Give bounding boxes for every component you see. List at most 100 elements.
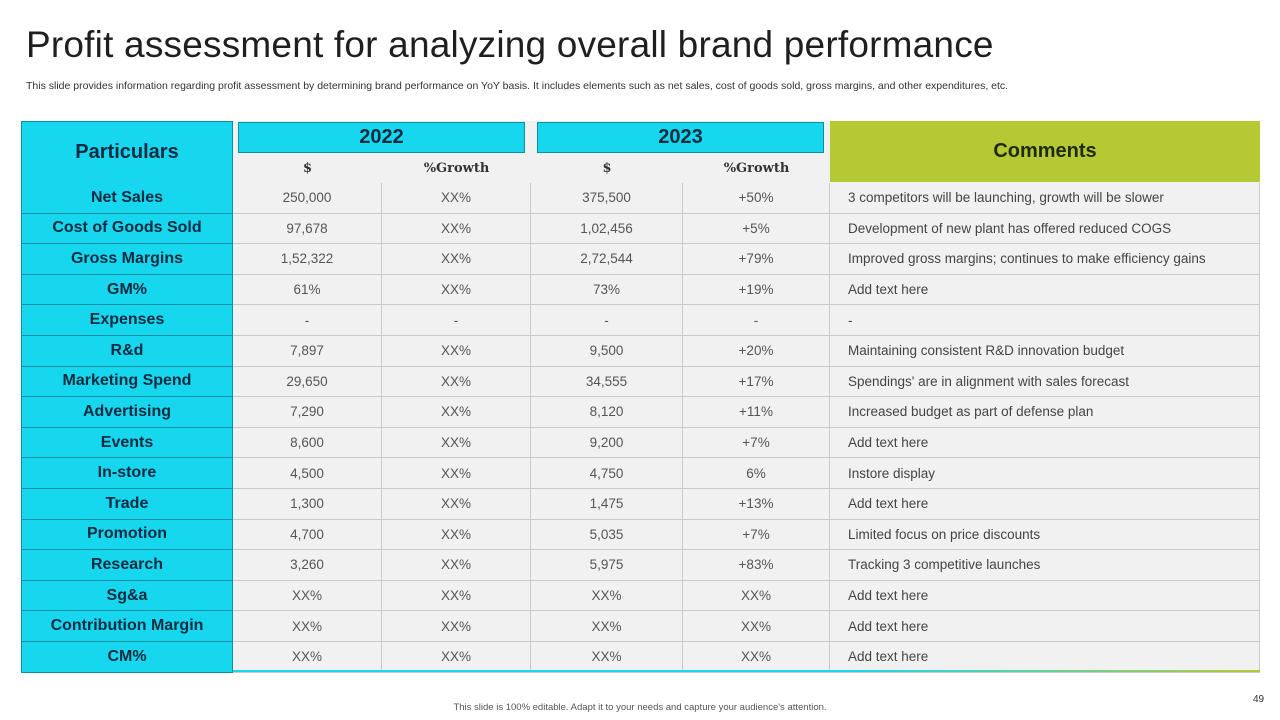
cell-2022-value: -	[233, 305, 382, 336]
cell-2022-growth: XX%	[382, 335, 531, 367]
cell-2023-value: 34,555	[531, 366, 683, 398]
cell-2022-value: 7,290	[233, 397, 382, 428]
cell-2023-growth: +13%	[683, 488, 830, 520]
cell-2023-value: 4,750	[531, 458, 683, 489]
cell-2023-growth: -	[683, 305, 830, 336]
cell-2023-growth: XX%	[683, 611, 830, 642]
table-row: Cost of Goods Sold 97,678 XX% 1,02,456 +5% De…	[21, 213, 1260, 245]
cell-2022-growth: XX%	[382, 183, 531, 214]
row-label: Cost of Goods Sold	[21, 213, 233, 245]
row-label: Advertising	[21, 397, 233, 428]
slide-title: Profit assessment for analyzing overall …	[26, 24, 994, 65]
cell-2022-growth: XX%	[382, 397, 531, 428]
row-label: Trade	[21, 488, 233, 520]
cell-2023-value: 2,72,544	[531, 244, 683, 275]
row-label: Events	[21, 427, 233, 459]
cell-2023-growth: +79%	[683, 244, 830, 275]
row-label: Net Sales	[21, 183, 233, 214]
cell-2023-growth: +7%	[683, 427, 830, 459]
cell-2023-growth: +7%	[683, 519, 830, 551]
cell-2023-value: 375,500	[531, 183, 683, 214]
table-row: Net Sales 250,000 XX% 375,500 +50% 3 competit…	[21, 183, 1260, 214]
cell-comment: Add text here	[830, 274, 1260, 306]
cell-2022-growth: XX%	[382, 458, 531, 489]
cell-2023-value: 1,02,456	[531, 213, 683, 245]
table-row: In-store 4,500 XX% 4,750 6% Instore display	[21, 458, 1260, 489]
cell-2023-value: 9,500	[531, 335, 683, 367]
table-row: R&d 7,897 XX% 9,500 +20% Maintaining consiste…	[21, 335, 1260, 367]
table-body: Net Sales 250,000 XX% 375,500 +50% 3 competit…	[21, 183, 1260, 673]
year-2023-header: 2023	[537, 122, 824, 153]
cell-2022-growth: XX%	[382, 488, 531, 520]
footer-note: This slide is 100% editable. Adapt it to…	[453, 702, 827, 713]
table-row: GM% 61% XX% 73% +19% Add text here	[21, 274, 1260, 306]
table-row: Research 3,260 XX% 5,975 +83% Tracking 3 comp…	[21, 550, 1260, 581]
cell-2022-value: 3,260	[233, 550, 382, 581]
cell-2023-growth: +83%	[683, 550, 830, 581]
cell-comment: Spendings' are in alignment with sales f…	[830, 366, 1260, 398]
cell-2023-growth: +17%	[683, 366, 830, 398]
cell-2023-value: 5,975	[531, 550, 683, 581]
year-2022-header: 2022	[238, 122, 525, 153]
row-label: GM%	[21, 274, 233, 306]
cell-2022-growth: XX%	[382, 244, 531, 275]
cell-2023-value: 73%	[531, 274, 683, 306]
cell-comment: Development of new plant has offered red…	[830, 213, 1260, 245]
table-row: Trade 1,300 XX% 1,475 +13% Add text here	[21, 488, 1260, 520]
cell-2022-growth: -	[382, 305, 531, 336]
table-row: Promotion 4,700 XX% 5,035 +7% Limited focus o…	[21, 519, 1260, 551]
cell-2023-growth: +20%	[683, 335, 830, 367]
profit-table: Particulars 2022 2023 Comments $ %Growth…	[21, 121, 1260, 673]
cell-2022-growth: XX%	[382, 641, 531, 673]
row-label: Contribution Margin	[21, 611, 233, 642]
cell-2022-growth: XX%	[382, 366, 531, 398]
row-label: Expenses	[21, 305, 233, 336]
row-label: Sg&a	[21, 580, 233, 612]
slide-subtitle: This slide provides information regardin…	[26, 80, 1009, 92]
subheader-2022-growth: %Growth	[423, 160, 490, 176]
cell-2022-growth: XX%	[382, 274, 531, 306]
cell-2023-value: -	[531, 305, 683, 336]
cell-2022-growth: XX%	[382, 427, 531, 459]
cell-2023-value: XX%	[531, 580, 683, 612]
table-bottom-border	[233, 670, 1260, 672]
cell-comment: -	[830, 305, 1260, 336]
cell-2022-value: 1,52,322	[233, 244, 382, 275]
subheader-2023-growth: %Growth	[723, 160, 790, 176]
row-label: R&d	[21, 335, 233, 367]
cell-2022-growth: XX%	[382, 519, 531, 551]
cell-2023-value: 9,200	[531, 427, 683, 459]
cell-2023-growth: +5%	[683, 213, 830, 245]
cell-comment: Instore display	[830, 458, 1260, 489]
subheader-2023-dollar: $	[602, 160, 612, 176]
cell-2023-value: XX%	[531, 611, 683, 642]
particulars-header: Particulars	[21, 121, 233, 184]
subheader-2022-dollar: $	[302, 160, 313, 176]
cell-2022-value: 97,678	[233, 213, 382, 245]
page-number: 49	[1253, 694, 1265, 705]
table-row: Marketing Spend 29,650 XX% 34,555 +17% Spendi…	[21, 366, 1260, 398]
cell-2022-growth: XX%	[382, 550, 531, 581]
cell-2023-growth: +50%	[683, 183, 830, 214]
cell-2023-growth: XX%	[683, 580, 830, 612]
cell-comment: Add text here	[830, 488, 1260, 520]
table-row: Expenses - - - - -	[21, 305, 1260, 336]
cell-comment: Improved gross margins; continues to mak…	[830, 244, 1260, 275]
row-label: Gross Margins	[21, 244, 233, 275]
cell-comment: 3 competitors will be launching, growth …	[830, 183, 1260, 214]
row-label: In-store	[21, 458, 233, 489]
cell-2022-value: XX%	[233, 641, 382, 673]
cell-2022-growth: XX%	[382, 580, 531, 612]
table-row: Sg&a XX% XX% XX% XX% Add text here	[21, 580, 1260, 612]
cell-comment: Add text here	[830, 427, 1260, 459]
table-row: Contribution Margin XX% XX% XX% XX% Add text …	[21, 611, 1260, 642]
row-label: Marketing Spend	[21, 366, 233, 398]
cell-2022-value: 61%	[233, 274, 382, 306]
cell-2022-value: XX%	[233, 611, 382, 642]
cell-2023-value: 1,475	[531, 488, 683, 520]
table-row: CM% XX% XX% XX% XX% Add text here	[21, 641, 1260, 673]
cell-comment: Limited focus on price discounts	[830, 519, 1260, 551]
cell-2023-growth: 6%	[683, 458, 830, 489]
cell-comment: Maintaining consistent R&D innovation bu…	[830, 335, 1260, 367]
cell-2023-growth: +19%	[683, 274, 830, 306]
